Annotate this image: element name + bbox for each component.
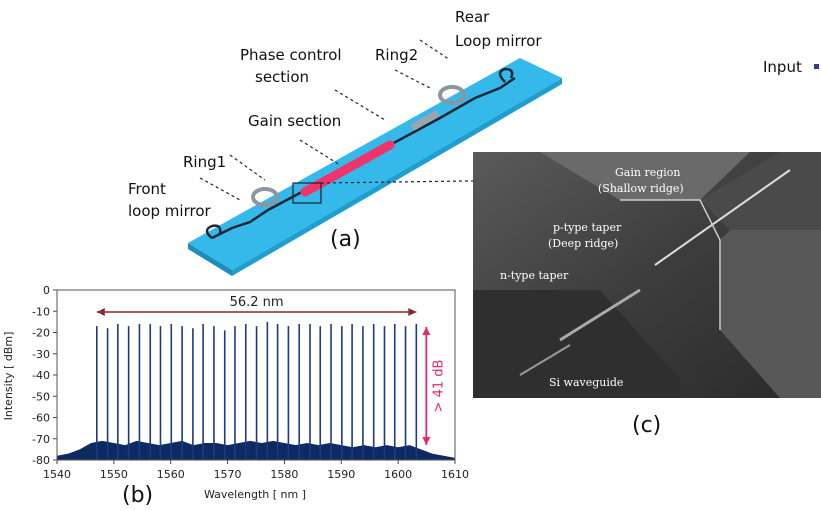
- x-tick-label: 1590: [327, 468, 355, 481]
- y-tick-label: -40: [32, 369, 50, 382]
- y-tick-label: -20: [32, 327, 50, 340]
- x-tick-label: 1550: [100, 468, 128, 481]
- panel-label: (a): [330, 227, 361, 252]
- y-tick-label: -10: [32, 305, 50, 318]
- label: (Shallow ridge): [598, 182, 684, 195]
- panel-label: (c): [632, 413, 661, 438]
- y-tick-label: -70: [32, 433, 50, 446]
- x-tick-label: 1570: [214, 468, 242, 481]
- x-tick-label: 1560: [157, 468, 185, 481]
- label: Loop mirror: [455, 32, 542, 50]
- label: Front: [128, 180, 166, 198]
- y-axis-title: Intensity [ dBm]: [2, 332, 15, 421]
- label: n-type taper: [500, 269, 569, 282]
- label: section: [255, 68, 309, 86]
- label: Si waveguide: [549, 376, 623, 389]
- figure: Rear Loop mirror Phase control section R…: [0, 0, 821, 510]
- x-tick-label: 1600: [384, 468, 412, 481]
- label: Ring2: [375, 46, 418, 64]
- y-tick-label: -60: [32, 412, 50, 425]
- y-tick-label: -30: [32, 348, 50, 361]
- annotation: > 41 dB: [431, 360, 446, 413]
- x-axis-title: Wavelength [ nm ]: [204, 488, 306, 501]
- label: p-type taper: [553, 221, 622, 234]
- panel-label: (b): [122, 483, 153, 508]
- label: (Deep ridge): [548, 237, 618, 250]
- y-tick-label: -80: [32, 454, 50, 467]
- label: Ring1: [183, 153, 226, 171]
- y-tick-label: 0: [43, 284, 50, 297]
- label: Input: [763, 58, 802, 76]
- x-tick-label: 1610: [441, 468, 469, 481]
- label: loop mirror: [128, 202, 212, 220]
- x-tick-label: 1580: [270, 468, 298, 481]
- input-marker: [814, 64, 819, 69]
- y-tick-label: -50: [32, 390, 50, 403]
- label: Phase control: [240, 46, 342, 64]
- label: Gain region: [615, 166, 680, 179]
- label: Rear: [455, 8, 490, 26]
- label: Gain section: [248, 112, 341, 130]
- x-tick-label: 1540: [43, 468, 71, 481]
- annotation: 56.2 nm: [230, 295, 284, 310]
